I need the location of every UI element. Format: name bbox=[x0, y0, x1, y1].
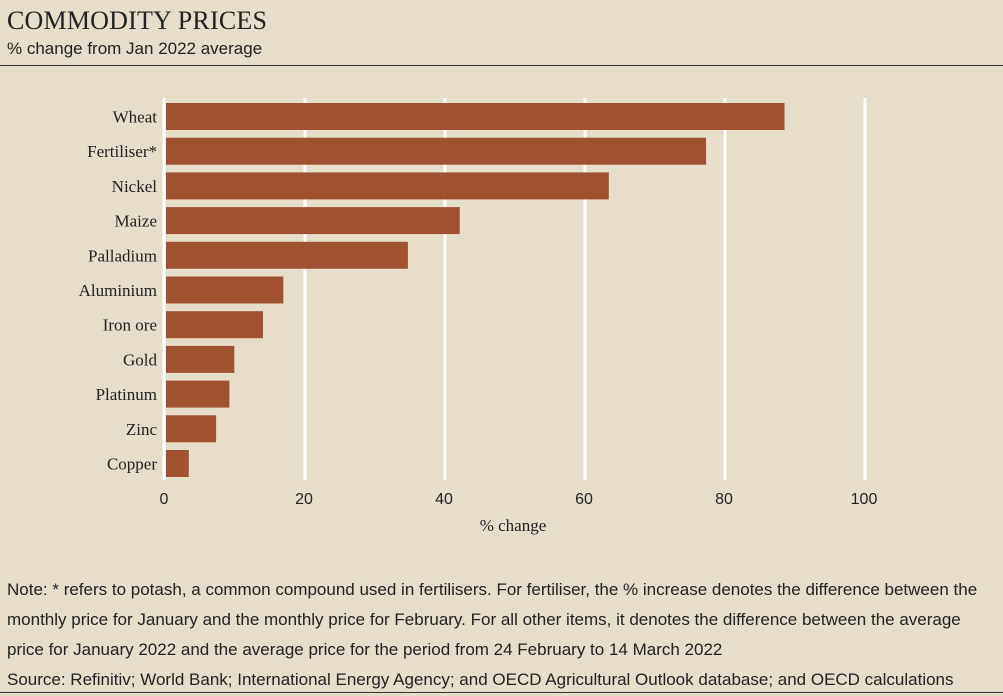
x-tick-label: 60 bbox=[575, 491, 593, 508]
category-labels: Wheat Fertiliser* Nickel Maize Palladium Alum… bbox=[79, 108, 158, 474]
category-label: Maize bbox=[115, 212, 157, 231]
bar bbox=[166, 276, 284, 304]
category-label: Aluminium bbox=[79, 281, 157, 300]
bar bbox=[166, 415, 217, 443]
category-label: Copper bbox=[107, 455, 157, 474]
category-label: Gold bbox=[123, 350, 158, 369]
bar bbox=[166, 241, 408, 269]
category-label: Platinum bbox=[96, 385, 157, 404]
category-label: Fertiliser* bbox=[87, 142, 157, 161]
footnotes: Note: * refers to potash, a common compo… bbox=[7, 575, 999, 695]
bar bbox=[166, 450, 189, 477]
x-tick-label: 0 bbox=[160, 491, 169, 508]
bar bbox=[166, 311, 263, 339]
category-label: Zinc bbox=[126, 420, 158, 439]
chart-subtitle: % change from Jan 2022 average bbox=[7, 39, 263, 58]
bar bbox=[166, 345, 235, 373]
source-text: Source: Refinitiv; World Bank; Internati… bbox=[7, 670, 954, 689]
category-label: Palladium bbox=[88, 246, 157, 265]
category-label: Iron ore bbox=[103, 316, 157, 335]
bar bbox=[166, 380, 230, 408]
x-tick-label: 80 bbox=[715, 491, 733, 508]
chart-title: COMMODITY PRICES bbox=[7, 6, 268, 35]
category-label: Nickel bbox=[112, 177, 158, 196]
bar bbox=[166, 172, 609, 200]
x-tick-label: 40 bbox=[435, 491, 453, 508]
bar-chart: Wheat Fertiliser* Nickel Maize Palladium Alum… bbox=[79, 98, 878, 535]
x-axis-label: % change bbox=[480, 516, 547, 535]
note-text: Note: * refers to potash, a common compo… bbox=[7, 580, 978, 659]
category-label: Wheat bbox=[113, 108, 158, 127]
header-divider bbox=[0, 65, 1003, 66]
footer-divider bbox=[0, 692, 1003, 693]
bar bbox=[166, 207, 460, 235]
x-tick-label: 20 bbox=[295, 491, 313, 508]
x-tick-labels: 0 20 40 60 80 100 bbox=[160, 491, 878, 508]
bars bbox=[166, 103, 785, 477]
x-tick-label: 100 bbox=[851, 491, 878, 508]
bar bbox=[166, 103, 785, 130]
bar bbox=[166, 137, 707, 165]
